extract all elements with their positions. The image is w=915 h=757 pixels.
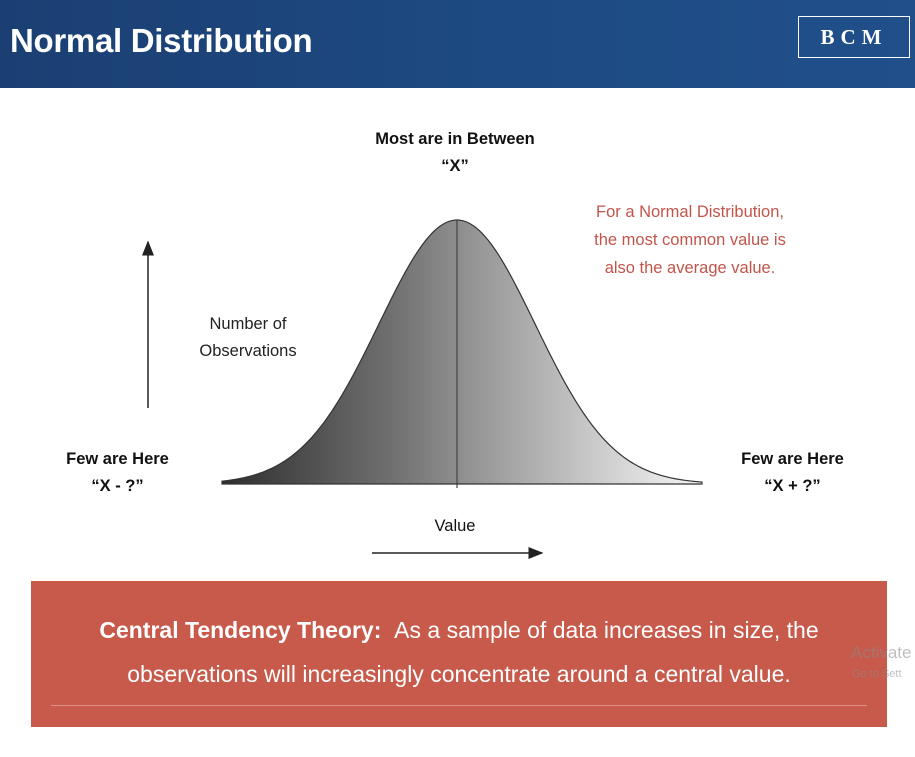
- central-tendency-banner: Central Tendency Theory: As a sample of …: [31, 581, 887, 727]
- left-tail-label: Few are Here: [66, 450, 169, 468]
- right-tail-label: Few are Here: [741, 450, 844, 468]
- activate-watermark: Activate: [851, 643, 912, 662]
- left-tail-value: “X - ?”: [91, 477, 144, 495]
- banner-line-1: Central Tendency Theory: As a sample of …: [31, 617, 887, 644]
- y-axis-label: Number of Observations: [178, 311, 318, 365]
- banner-line-1-text: As a sample of data increases in size, t…: [394, 617, 819, 643]
- banner-term: Central Tendency Theory:: [99, 617, 382, 643]
- bcm-logo: BCM: [798, 16, 910, 58]
- banner-divider: [51, 705, 867, 706]
- peak-label: Most are in Between: [375, 130, 535, 148]
- y-axis-label-line-1: Number of: [209, 315, 287, 333]
- banner-line-2: observations will increasingly concentra…: [127, 661, 791, 687]
- y-axis-label-line-2: Observations: [199, 342, 297, 360]
- note-line-3: also the average value.: [604, 259, 776, 277]
- header-bar: Normal Distribution BCM: [0, 0, 915, 88]
- note-line-1: For a Normal Distribution,: [596, 203, 784, 221]
- settings-watermark: Go to Sett: [852, 668, 902, 680]
- slide-title: Normal Distribution: [10, 22, 313, 59]
- note-line-2: the most common value is: [594, 231, 786, 249]
- bell-curve-shape: [221, 219, 703, 485]
- right-tail-value: “X + ?”: [764, 477, 821, 495]
- note-text: For a Normal Distribution, the most comm…: [560, 198, 820, 282]
- x-axis-label: Value: [434, 517, 476, 535]
- normal-curve-diagram: [142, 219, 703, 559]
- peak-value: “X”: [441, 157, 469, 175]
